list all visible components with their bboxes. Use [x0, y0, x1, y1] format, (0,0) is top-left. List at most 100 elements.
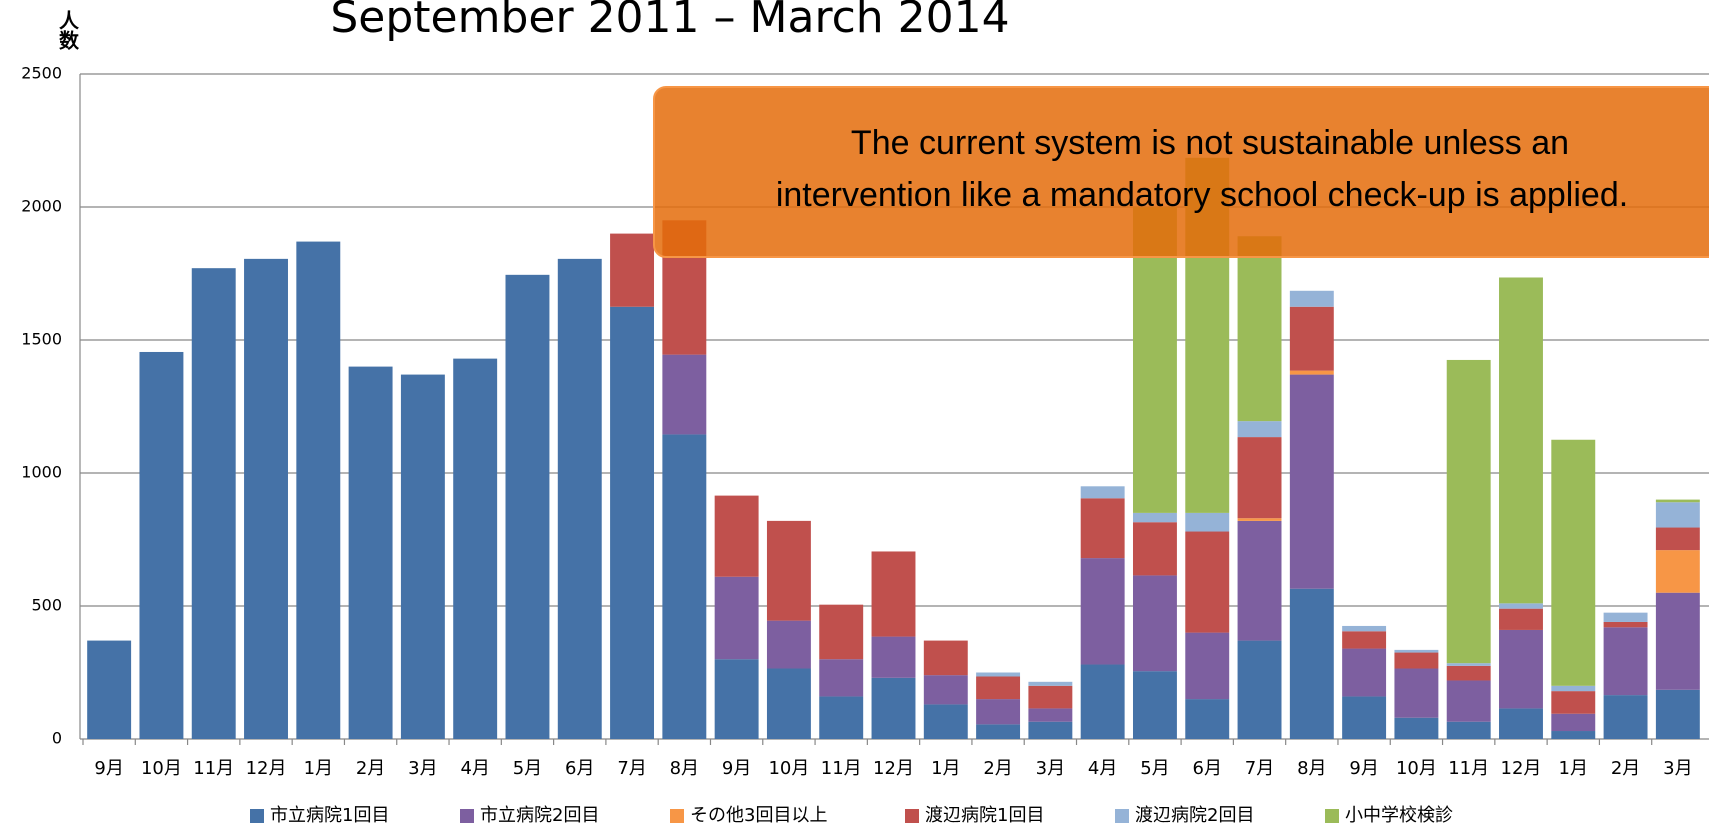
bar-segment	[610, 233, 655, 307]
bar-segment	[1237, 520, 1282, 641]
x-tick-label: 5月	[513, 758, 542, 779]
x-tick-label: 4月	[1088, 758, 1117, 779]
bar-segment	[1237, 236, 1282, 422]
x-tick-label: 12月	[1501, 758, 1542, 779]
bar-segment	[1028, 681, 1073, 686]
bar-segment	[1394, 717, 1439, 739]
bar-segment	[1028, 708, 1073, 722]
y-tick-label: 1500	[21, 330, 62, 349]
bar-segment	[139, 351, 184, 739]
x-tick-label: 11月	[1448, 758, 1489, 779]
legend-swatch	[1115, 809, 1129, 823]
x-tick-label: 6月	[565, 758, 594, 779]
x-tick-label: 4月	[460, 758, 489, 779]
bar-segment	[1132, 512, 1177, 523]
y-tick-label: 2000	[21, 197, 62, 216]
x-tick-label: 2月	[356, 758, 385, 779]
x-tick-label: 9月	[94, 758, 123, 779]
bar-segment	[1394, 668, 1439, 718]
bar-segment	[1551, 691, 1596, 714]
bar-segment	[1342, 631, 1387, 649]
bar-segment	[766, 620, 811, 669]
bar-segment	[1499, 603, 1543, 609]
x-tick-label: 12月	[873, 758, 914, 779]
bar-segment	[819, 659, 864, 697]
bar-segment	[1185, 531, 1230, 633]
legend-label: 渡辺病院2回目	[1135, 805, 1254, 826]
bar-segment	[1185, 632, 1230, 700]
bar-segment	[400, 374, 445, 739]
bar-segment	[610, 306, 655, 739]
x-tick-label: 11月	[193, 758, 234, 779]
bar-segment	[1551, 685, 1596, 692]
bar-segment	[1655, 550, 1700, 593]
x-tick-label: 3月	[1036, 758, 1065, 779]
bar-segment	[1551, 439, 1596, 686]
bar-segment	[1394, 649, 1439, 653]
legend-swatch	[1325, 809, 1339, 823]
x-tick-label: 7月	[617, 758, 646, 779]
annotation-text: intervention like a mandatory school che…	[776, 176, 1628, 214]
bar-segment	[1132, 575, 1177, 672]
bar-segment	[1603, 621, 1648, 628]
bar-segment	[976, 672, 1021, 677]
bar-segment	[87, 640, 132, 739]
bar-segment	[1185, 512, 1230, 532]
bar-segment	[1551, 713, 1596, 732]
bar-segment	[819, 604, 864, 660]
bar-segment	[1289, 588, 1334, 739]
x-tick-label: 3月	[408, 758, 437, 779]
bar-segment	[1342, 696, 1387, 739]
bar-segment	[1655, 689, 1700, 739]
bar-segment	[1237, 421, 1282, 438]
bar-segment	[1655, 502, 1700, 528]
legend-swatch	[250, 809, 264, 823]
bar-segment	[1237, 437, 1282, 519]
bar-segment	[871, 636, 916, 678]
x-tick-label: 6月	[1193, 758, 1222, 779]
bar-segment	[1655, 592, 1700, 690]
bar-segment	[1080, 664, 1125, 739]
bar-segment	[1132, 671, 1177, 739]
bar-segment	[1499, 708, 1543, 739]
bar-segment	[1446, 665, 1491, 681]
bar-segment	[557, 258, 602, 739]
y-tick-label: 2500	[21, 64, 62, 83]
bar-segment	[1028, 685, 1073, 709]
x-tick-label: 2月	[983, 758, 1012, 779]
legend-label: その他3回目以上	[690, 805, 827, 826]
bar-segment	[1603, 612, 1648, 622]
bar-segment	[453, 358, 498, 739]
legend-label: 渡辺病院1回目	[925, 805, 1044, 826]
x-tick-label: 1月	[931, 758, 960, 779]
legend-swatch	[460, 809, 474, 823]
bar-segment	[1289, 306, 1334, 371]
bar-segment	[1446, 721, 1491, 739]
x-tick-label: 10月	[1396, 758, 1437, 779]
bar-segment	[819, 696, 864, 739]
x-tick-label: 8月	[670, 758, 699, 779]
bar-segment	[662, 434, 707, 739]
bar-segment	[1446, 680, 1491, 722]
bar-segment	[976, 724, 1021, 739]
annotation-box	[653, 86, 1709, 258]
bar-segment	[1603, 695, 1648, 739]
legend-swatch	[670, 809, 684, 823]
bar-segment	[976, 676, 1021, 700]
x-tick-label: 9月	[722, 758, 751, 779]
bar-segment	[1342, 625, 1387, 632]
bar-segment	[923, 675, 968, 705]
x-tick-label: 10月	[768, 758, 809, 779]
bar-segment	[244, 258, 288, 739]
bar-segment	[1394, 652, 1439, 669]
bar-segment	[1132, 522, 1177, 576]
y-tick-label: 1000	[21, 463, 62, 482]
bar-segment	[662, 354, 707, 435]
bar-segment	[923, 704, 968, 739]
x-tick-label: 7月	[1245, 758, 1274, 779]
bar-segment	[1499, 608, 1543, 630]
x-tick-label: 1月	[1559, 758, 1588, 779]
x-tick-label: 5月	[1140, 758, 1169, 779]
x-tick-label: 11月	[821, 758, 862, 779]
